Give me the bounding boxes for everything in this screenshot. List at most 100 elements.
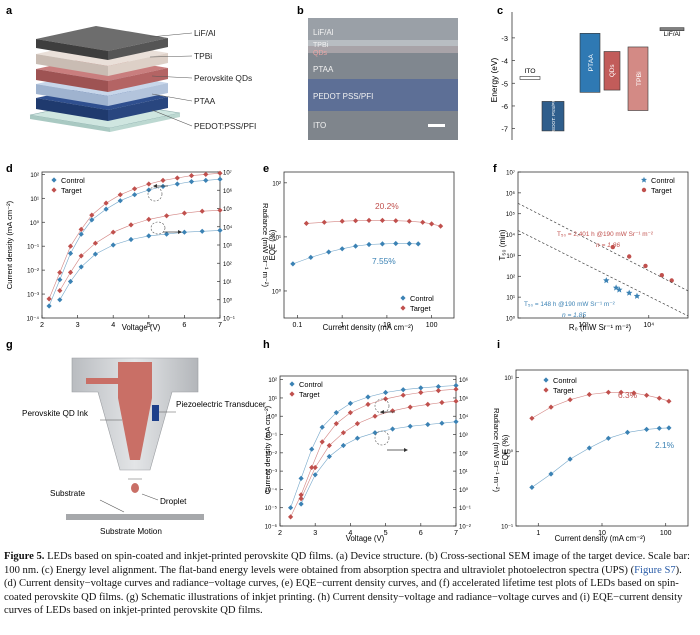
data-point	[567, 456, 573, 462]
data-point	[103, 206, 109, 212]
energy-band	[659, 27, 685, 31]
substrate-label: Substrate	[50, 489, 85, 498]
chart-d: 2 3 4 5 6 7 10⁻⁴ 10⁻³ 10⁻² 10⁻¹ 10⁰ 10¹ 10² 10⁻¹ 10⁰ 10…	[27, 170, 235, 330]
data-point	[624, 429, 631, 435]
data-point	[435, 388, 441, 394]
data-point	[529, 415, 535, 421]
data-point	[400, 295, 406, 301]
peak-eqe-label: 20.2%	[375, 201, 399, 211]
data-point	[89, 217, 95, 223]
panel-letter: g	[6, 339, 13, 351]
data-point	[288, 514, 294, 520]
data-point	[67, 269, 74, 275]
y-tick-label: 10²	[30, 173, 39, 179]
tpbi-side	[36, 54, 108, 76]
data-point	[393, 218, 399, 224]
perovskite-side-right	[108, 68, 168, 92]
data-point	[605, 435, 611, 441]
y-tick-label: 10⁰	[30, 220, 40, 227]
scale-bar	[428, 124, 445, 127]
data-point	[453, 398, 459, 404]
y2-tick-label: 10⁴	[223, 224, 233, 231]
data-point	[406, 218, 412, 224]
y-tick-label: 10²	[268, 378, 277, 384]
data-point	[199, 208, 205, 214]
series-line	[300, 400, 457, 499]
panel-letter: e	[263, 163, 269, 175]
y2-tick-label: 10¹	[223, 280, 232, 286]
arrow-head	[178, 230, 182, 234]
layer-label: LiF/Al	[194, 28, 216, 38]
figure-s7-link[interactable]: Figure S7	[634, 564, 676, 576]
data-point	[290, 261, 296, 267]
y-tick-label: 10⁷	[506, 170, 515, 177]
data-point	[57, 297, 63, 303]
y-tick-label: 10⁶	[506, 190, 516, 197]
y-tick-label: 10⁻²	[265, 451, 277, 457]
x-tick-label: 2	[278, 528, 282, 537]
series-line	[290, 388, 457, 518]
x-axis-label: Voltage (V)	[346, 534, 385, 543]
data-point	[400, 305, 406, 311]
data-point	[353, 218, 359, 224]
y2-tick-label: 10³	[459, 433, 468, 439]
data-point	[57, 277, 63, 283]
y-axis-label: T₅₀ (min)	[498, 229, 507, 260]
data-point	[340, 442, 346, 449]
data-point	[383, 396, 389, 402]
energy-band	[603, 51, 621, 91]
data-point	[407, 404, 413, 410]
data-point	[298, 501, 304, 507]
data-point	[586, 445, 592, 451]
substrate-side	[30, 115, 110, 132]
x-tick-label: 10	[598, 530, 606, 537]
data-point	[203, 171, 209, 177]
band-label: QDs	[609, 64, 616, 77]
data-point	[610, 244, 615, 250]
sem-label: QDs	[313, 50, 328, 57]
data-point	[415, 241, 421, 247]
series-line	[290, 385, 457, 508]
y2-tick-label: 10⁰	[459, 487, 469, 494]
x-tick-label: 6	[419, 528, 423, 537]
data-point	[203, 177, 209, 183]
x-axis-label: Current density (mA cm⁻²)	[323, 323, 414, 332]
data-point	[400, 387, 406, 393]
legend-entry: Target	[651, 186, 672, 195]
panel-f: f 10³ 10⁴10⁰10¹10²10³10⁴10⁵10⁶10⁷ControlT…	[493, 163, 689, 332]
ink-chamber	[118, 384, 152, 460]
data-point	[309, 446, 315, 452]
panel-letter: f	[493, 163, 497, 175]
data-point	[407, 423, 413, 429]
panel-b: b LiF/Al TPBi QDs PTAA PEDOT PSS/PFI ITO	[297, 5, 458, 140]
x-tick-label: 7	[454, 528, 458, 537]
data-point	[146, 187, 152, 193]
data-point	[400, 392, 406, 398]
sem-tpbi-band	[308, 40, 458, 46]
x-tick-label: 3	[76, 320, 80, 329]
data-point	[160, 183, 166, 189]
y2-tick-label: 10⁴	[459, 414, 469, 421]
data-point	[567, 397, 573, 403]
series-line	[306, 220, 441, 227]
data-point	[333, 421, 339, 427]
data-point	[199, 228, 205, 234]
data-point	[46, 296, 52, 302]
sem-pedot-band	[308, 79, 458, 111]
y-tick-label: 10²	[272, 181, 281, 187]
band-label: ITO	[524, 68, 535, 75]
data-point	[146, 216, 152, 222]
data-point	[618, 389, 624, 395]
data-point	[603, 277, 610, 284]
legend-entry: Control	[299, 380, 323, 389]
x-tick-label: 2	[40, 320, 44, 329]
data-point	[548, 471, 554, 477]
tpbi-side-right	[108, 53, 168, 76]
ptaa-side-right	[108, 83, 168, 106]
data-point	[666, 425, 672, 431]
data-point	[390, 408, 396, 414]
data-point	[67, 250, 74, 256]
data-point	[103, 200, 109, 206]
